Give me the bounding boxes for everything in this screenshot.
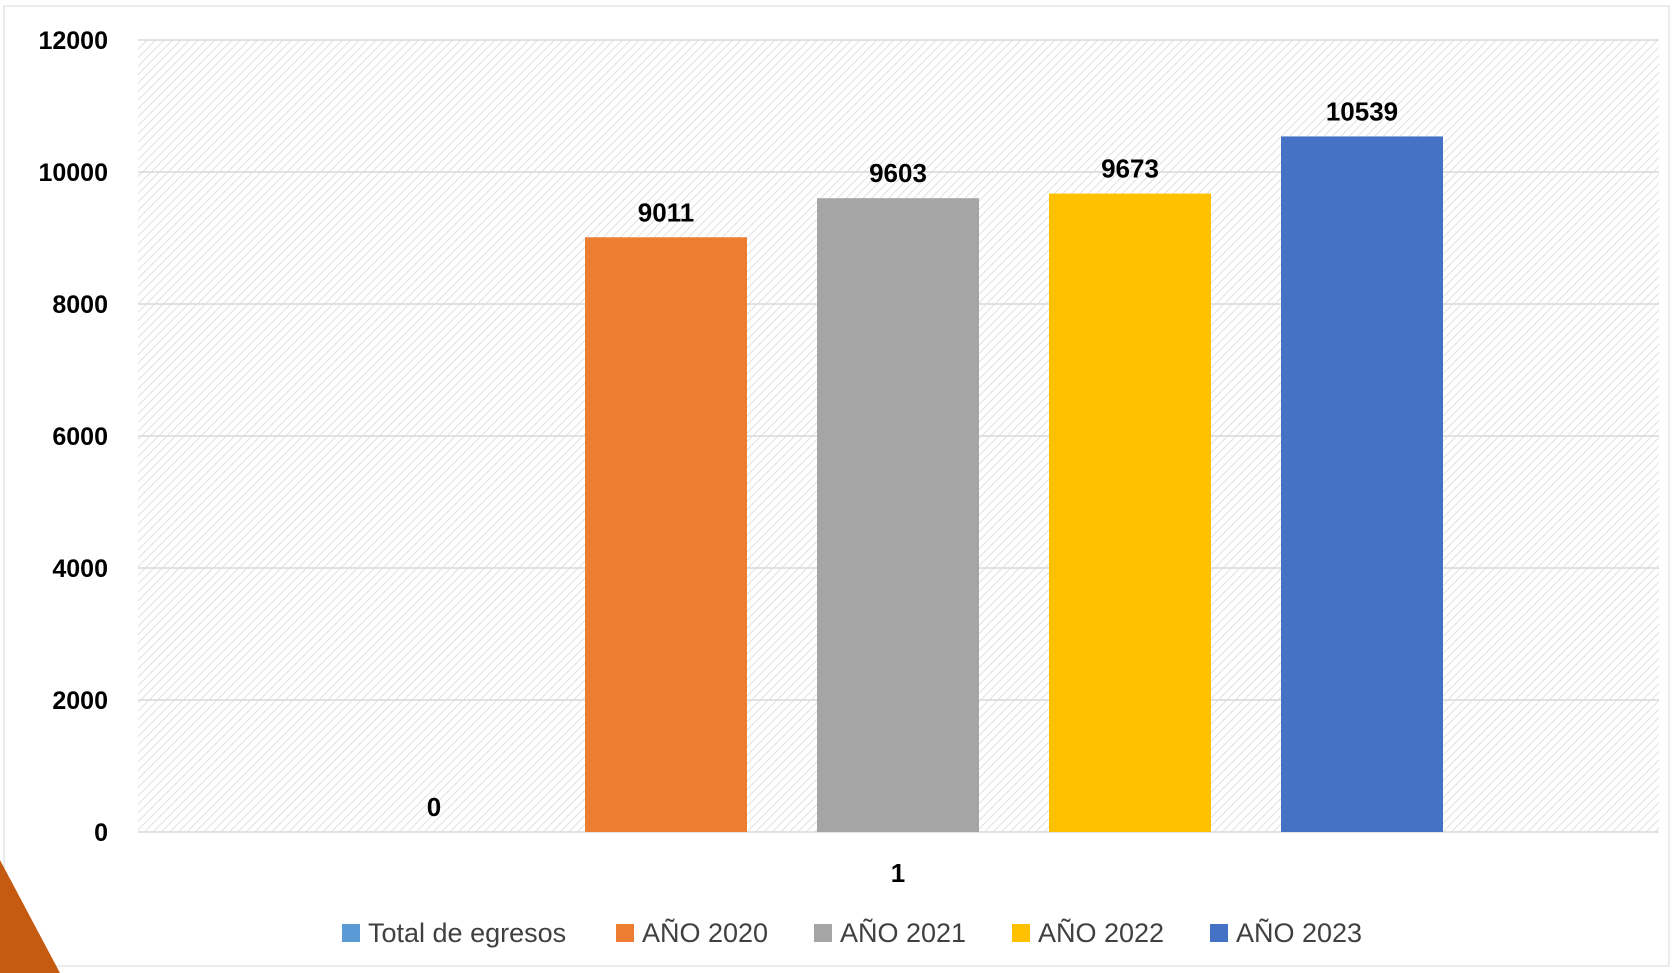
legend-swatch — [616, 924, 634, 942]
legend-entry: AÑO 2022 — [1038, 917, 1164, 948]
bar-a-o-2023 — [1281, 136, 1443, 832]
bar-a-o-2020 — [585, 237, 747, 833]
legend-entry: AÑO 2023 — [1236, 917, 1362, 948]
data-labels: 0 9011 9603 9673 10539 — [427, 96, 1398, 822]
y-tick-label: 12000 — [38, 27, 108, 55]
y-tick-label: 6000 — [52, 423, 108, 451]
bar-a-o-2021 — [817, 198, 979, 832]
legend-entry: AÑO 2021 — [840, 917, 966, 948]
bar-a-o-2022 — [1049, 193, 1211, 832]
y-tick-label: 10000 — [38, 159, 108, 187]
bars — [585, 136, 1443, 833]
legend-swatch — [1210, 924, 1228, 942]
data-label: 10539 — [1326, 96, 1398, 126]
y-tick-label: 4000 — [52, 555, 108, 583]
corner-decoration — [0, 860, 60, 973]
y-tick-label: 0 — [94, 819, 108, 847]
data-label: 9673 — [1101, 154, 1159, 184]
x-axis-category-label: 1 — [891, 858, 905, 888]
data-label: 0 — [427, 792, 441, 822]
legend: Total de egresos AÑO 2020 AÑO 2021 AÑO 2022… — [342, 917, 1362, 948]
legend-swatch — [814, 924, 832, 942]
data-label: 9011 — [638, 197, 694, 227]
legend-swatch — [1012, 924, 1030, 942]
legend-entry: Total de egresos — [368, 918, 566, 948]
legend-entry: AÑO 2020 — [642, 917, 768, 948]
legend-swatch — [342, 924, 360, 942]
chart-border — [3, 5, 1670, 967]
y-tick-label: 2000 — [52, 687, 108, 715]
y-axis-tick-labels: 0 2000 4000 6000 8000 10000 12000 — [38, 27, 108, 847]
y-tick-label: 8000 — [52, 291, 108, 319]
data-label: 9603 — [869, 158, 927, 188]
